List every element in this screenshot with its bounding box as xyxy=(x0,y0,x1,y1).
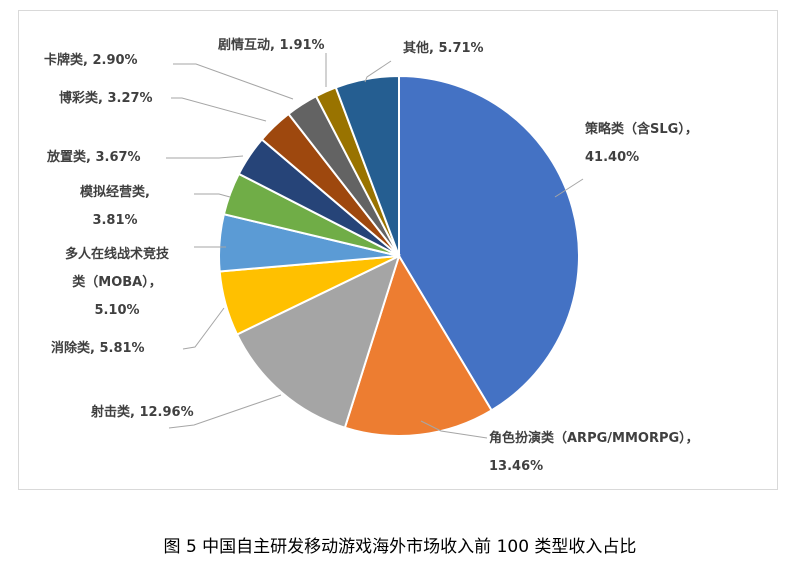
leader-line xyxy=(166,155,244,159)
chart-area: 策略类（含SLG）， 41.40% 角色扮演类（ARPG/MMORPG）， 13.46… xyxy=(18,10,778,490)
data-label: 角色扮演类（ARPG/MMORPG）， 13.46% xyxy=(489,430,699,474)
leader-line xyxy=(364,60,392,83)
data-label: 策略类（含SLG）， 41.40% xyxy=(585,121,698,165)
data-label: 射击类, 12.96% xyxy=(90,404,194,420)
leader-line xyxy=(194,193,231,198)
pie-slice xyxy=(235,254,401,429)
figure-caption: 图 5 中国自主研发移动游戏海外市场收入前 100 类型收入占比 xyxy=(163,537,637,557)
leader-line xyxy=(171,97,267,122)
data-label: 模拟经营类, 3.81% xyxy=(80,184,150,228)
data-label: 多人在线战术竞技类（MOBA）， 5.10% xyxy=(65,246,170,318)
pie-chart: 策略类（含SLG）， 41.40% 角色扮演类（ARPG/MMORPG）， 13.46… xyxy=(44,37,699,474)
data-label: 博彩类, 3.27% xyxy=(59,90,153,106)
leader-line xyxy=(173,63,294,100)
data-label: 放置类, 3.67% xyxy=(46,149,141,165)
leader-line xyxy=(420,420,488,439)
data-label: 剧情互动, 1.91% xyxy=(218,37,325,53)
leader-line xyxy=(168,394,282,429)
leader-line xyxy=(182,307,225,350)
data-label: 消除类, 5.81% xyxy=(51,340,145,356)
pie-slice xyxy=(343,253,493,437)
data-label: 其他, 5.71% xyxy=(403,40,484,56)
pie-slice xyxy=(398,74,580,412)
data-label: 卡牌类, 2.90% xyxy=(44,52,138,68)
pie-slice xyxy=(334,74,400,257)
leader-line xyxy=(554,178,584,198)
